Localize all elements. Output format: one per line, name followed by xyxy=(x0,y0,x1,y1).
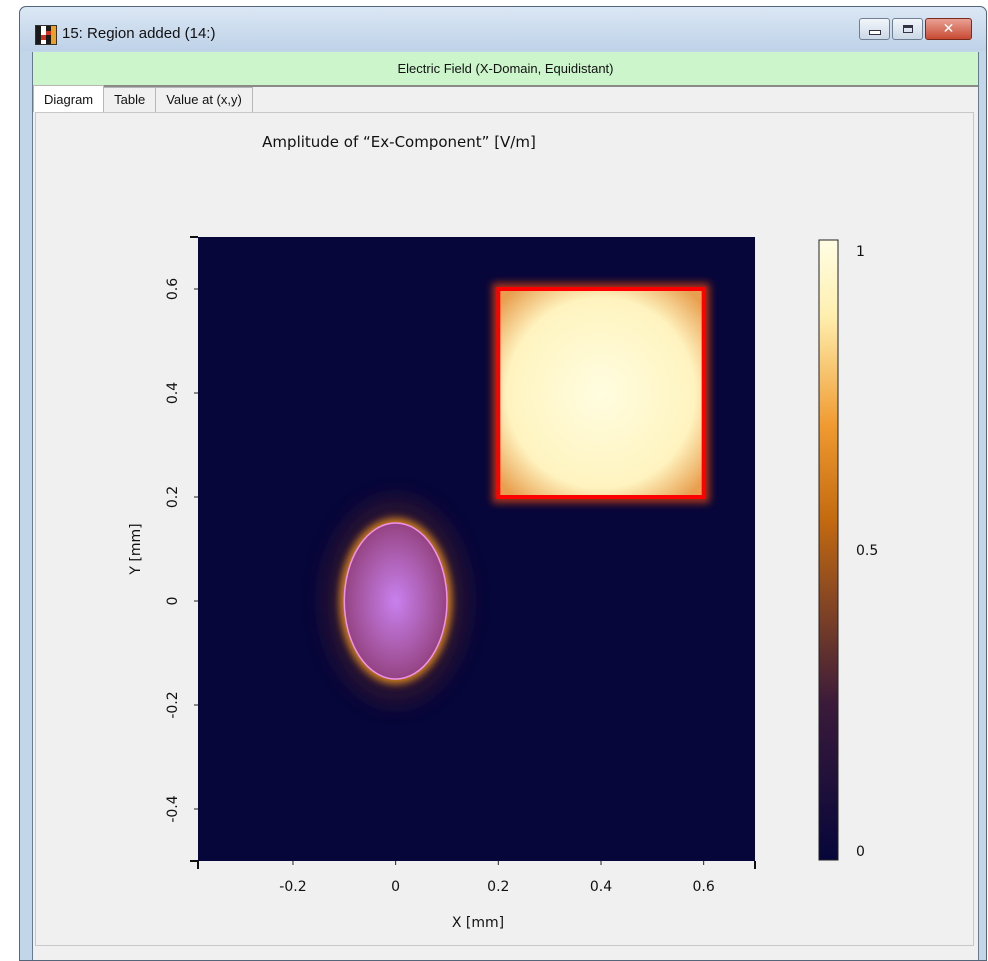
maximize-button[interactable] xyxy=(892,18,923,40)
tab-value-at-xy[interactable]: Value at (x,y) xyxy=(155,87,253,112)
y-tick-label: -0.2 xyxy=(165,691,181,718)
window-title: 15: Region added (14:) xyxy=(62,25,216,42)
view-tabs: Diagram Table Value at (x,y) xyxy=(33,85,253,112)
y-tick-label: 0.2 xyxy=(165,486,181,508)
tab-diagram[interactable]: Diagram xyxy=(33,85,105,112)
document-subtitle: Electric Field (X-Domain, Equidistant) xyxy=(33,52,978,87)
minimize-button[interactable] xyxy=(859,18,890,40)
y-tick-label: -0.4 xyxy=(165,795,181,822)
y-tick-label: 0.6 xyxy=(165,278,181,300)
chart-title: Amplitude of “Ex-Component” [V/m] xyxy=(262,133,536,151)
checker-app-icon xyxy=(35,25,57,45)
y-axis-label: Y [mm] xyxy=(128,523,144,575)
x-tick-label: 0.6 xyxy=(693,879,715,895)
x-axis-label: X [mm] xyxy=(452,915,504,931)
client-area: Electric Field (X-Domain, Equidistant) D… xyxy=(32,52,979,960)
colorbar-max-label: 1 xyxy=(856,244,865,260)
caption-buttons: ✕ xyxy=(859,18,972,40)
y-tick-label: 0.4 xyxy=(165,382,181,404)
region-ellipse xyxy=(343,522,448,680)
title-bar[interactable]: 15: Region added (14:) ✕ xyxy=(20,7,986,51)
minimize-icon xyxy=(868,30,881,35)
x-tick-label: 0.4 xyxy=(590,879,612,895)
y-tick-label: 0 xyxy=(165,597,181,606)
colorbar-min-label: 0 xyxy=(856,844,865,860)
x-tick-label: -0.2 xyxy=(279,879,306,895)
tab-table[interactable]: Table xyxy=(103,87,157,112)
app-window: 15: Region added (14:) ✕ Electric Field … xyxy=(19,6,987,961)
close-button[interactable]: ✕ xyxy=(925,18,972,40)
colorbar-mid-label: 0.5 xyxy=(856,543,878,559)
heatmap-chart[interactable]: Amplitude of “Ex-Component” [V/m] -0.2 0 0… xyxy=(36,113,970,943)
close-icon: ✕ xyxy=(942,21,955,37)
colorbar xyxy=(818,239,839,861)
x-tick-label: 0 xyxy=(391,879,400,895)
region-rectangle xyxy=(496,287,706,499)
x-tick-label: 0.2 xyxy=(487,879,509,895)
maximize-icon xyxy=(902,25,913,33)
diagram-panel: Amplitude of “Ex-Component” [V/m] -0.2 0 0… xyxy=(35,112,974,946)
